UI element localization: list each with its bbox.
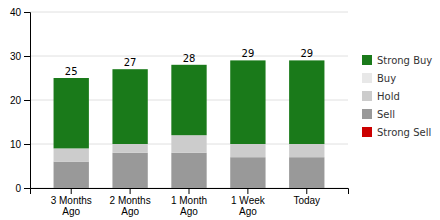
y-tick: 20: [10, 95, 30, 106]
legend-item: Sell: [362, 109, 395, 120]
legend-swatch: [362, 91, 372, 101]
legend-item: Hold: [362, 91, 400, 102]
x-tick-mark: [71, 188, 72, 194]
bar-segment: [54, 162, 89, 188]
legend: Strong Buy Buy Hold Sell Strong Sell: [362, 55, 432, 138]
y-axis: 0 10 20 30 40: [10, 7, 31, 194]
grid-line: [30, 12, 348, 13]
x-tick-label: 1 MonthAgo: [171, 195, 207, 217]
x-tick: 1 WeekAgo: [231, 188, 266, 217]
bar-segment: [171, 65, 206, 135]
chart: 0 10 20 30 40 3 MonthsAgo 2 MonthsAgo 1 MonthAg…: [0, 0, 440, 220]
y-tick-label: 0: [15, 183, 21, 194]
x-tick-mark: [247, 188, 248, 194]
y-tick: 40: [10, 7, 30, 18]
x-tick: 2 MonthsAgo: [110, 188, 151, 217]
x-tick: 3 MonthsAgo: [51, 188, 92, 217]
y-tick-mark: [24, 12, 30, 13]
y-tick-mark: [24, 144, 30, 145]
x-axis-line: [31, 189, 349, 195]
y-tick: 0: [15, 183, 30, 194]
y-tick-mark: [24, 56, 30, 57]
legend-swatch: [362, 127, 372, 137]
bar-segment: [230, 144, 265, 157]
legend-label: Buy: [377, 73, 396, 84]
grid: [30, 12, 348, 188]
bar-series: [54, 60, 325, 148]
plot: 0 10 20 30 40 3 MonthsAgo 2 MonthsAgo 1 MonthAg…: [10, 7, 349, 217]
legend-item: Strong Buy: [362, 55, 432, 66]
total-labels: 25 27 28 29 29: [65, 48, 313, 77]
bar-segment: [230, 60, 265, 144]
bar-segment: [112, 153, 147, 188]
y-tick-label: 30: [10, 51, 22, 62]
total-label: 29: [242, 48, 255, 59]
y-tick-label: 20: [10, 95, 22, 106]
legend-label: Strong Sell: [377, 127, 431, 138]
y-axis-line: [24, 13, 31, 189]
y-tick-mark: [24, 188, 30, 189]
bar-segment: [289, 157, 324, 188]
legend-label: Sell: [377, 109, 395, 120]
bar-segment: [289, 144, 324, 157]
total-label: 28: [183, 53, 196, 64]
legend-swatch: [362, 109, 372, 119]
legend-item: Buy: [362, 73, 396, 84]
bar-segment: [171, 135, 206, 153]
legend-swatch: [362, 55, 372, 65]
bar-series: [54, 135, 325, 161]
x-tick-mark: [189, 188, 190, 194]
legend-label: Hold: [377, 91, 400, 102]
bar-segment: [54, 78, 89, 148]
bar-segment: [54, 148, 89, 161]
bar-segment: [112, 69, 147, 144]
y-tick: 10: [10, 139, 30, 150]
y-tick: 30: [10, 51, 30, 62]
x-tick-label: 2 MonthsAgo: [110, 195, 151, 217]
total-label: 25: [65, 66, 78, 77]
legend-swatch: [362, 73, 372, 83]
x-tick-mark: [306, 188, 307, 194]
bar-segment: [112, 144, 147, 153]
bar-segment: [230, 157, 265, 188]
legend-label: Strong Buy: [377, 55, 432, 66]
total-label: 29: [300, 48, 313, 59]
bar-segment: [289, 60, 324, 144]
x-axis: 3 MonthsAgo 2 MonthsAgo 1 MonthAgo 1 WeekAg…: [31, 188, 349, 217]
y-tick-label: 10: [10, 139, 22, 150]
legend-item: Strong Sell: [362, 127, 431, 138]
y-tick-mark: [24, 100, 30, 101]
x-tick-label: 1 WeekAgo: [231, 195, 266, 217]
x-tick: 1 MonthAgo: [171, 188, 207, 217]
y-tick-label: 40: [10, 7, 22, 18]
bar-segment: [171, 153, 206, 188]
x-tick: Today: [293, 188, 320, 206]
bar-series: [54, 153, 325, 188]
x-tick-label: Today: [293, 195, 320, 206]
total-label: 27: [124, 57, 137, 68]
x-tick-label: 3 MonthsAgo: [51, 195, 92, 217]
bars: [54, 60, 325, 188]
x-tick-mark: [130, 188, 131, 194]
